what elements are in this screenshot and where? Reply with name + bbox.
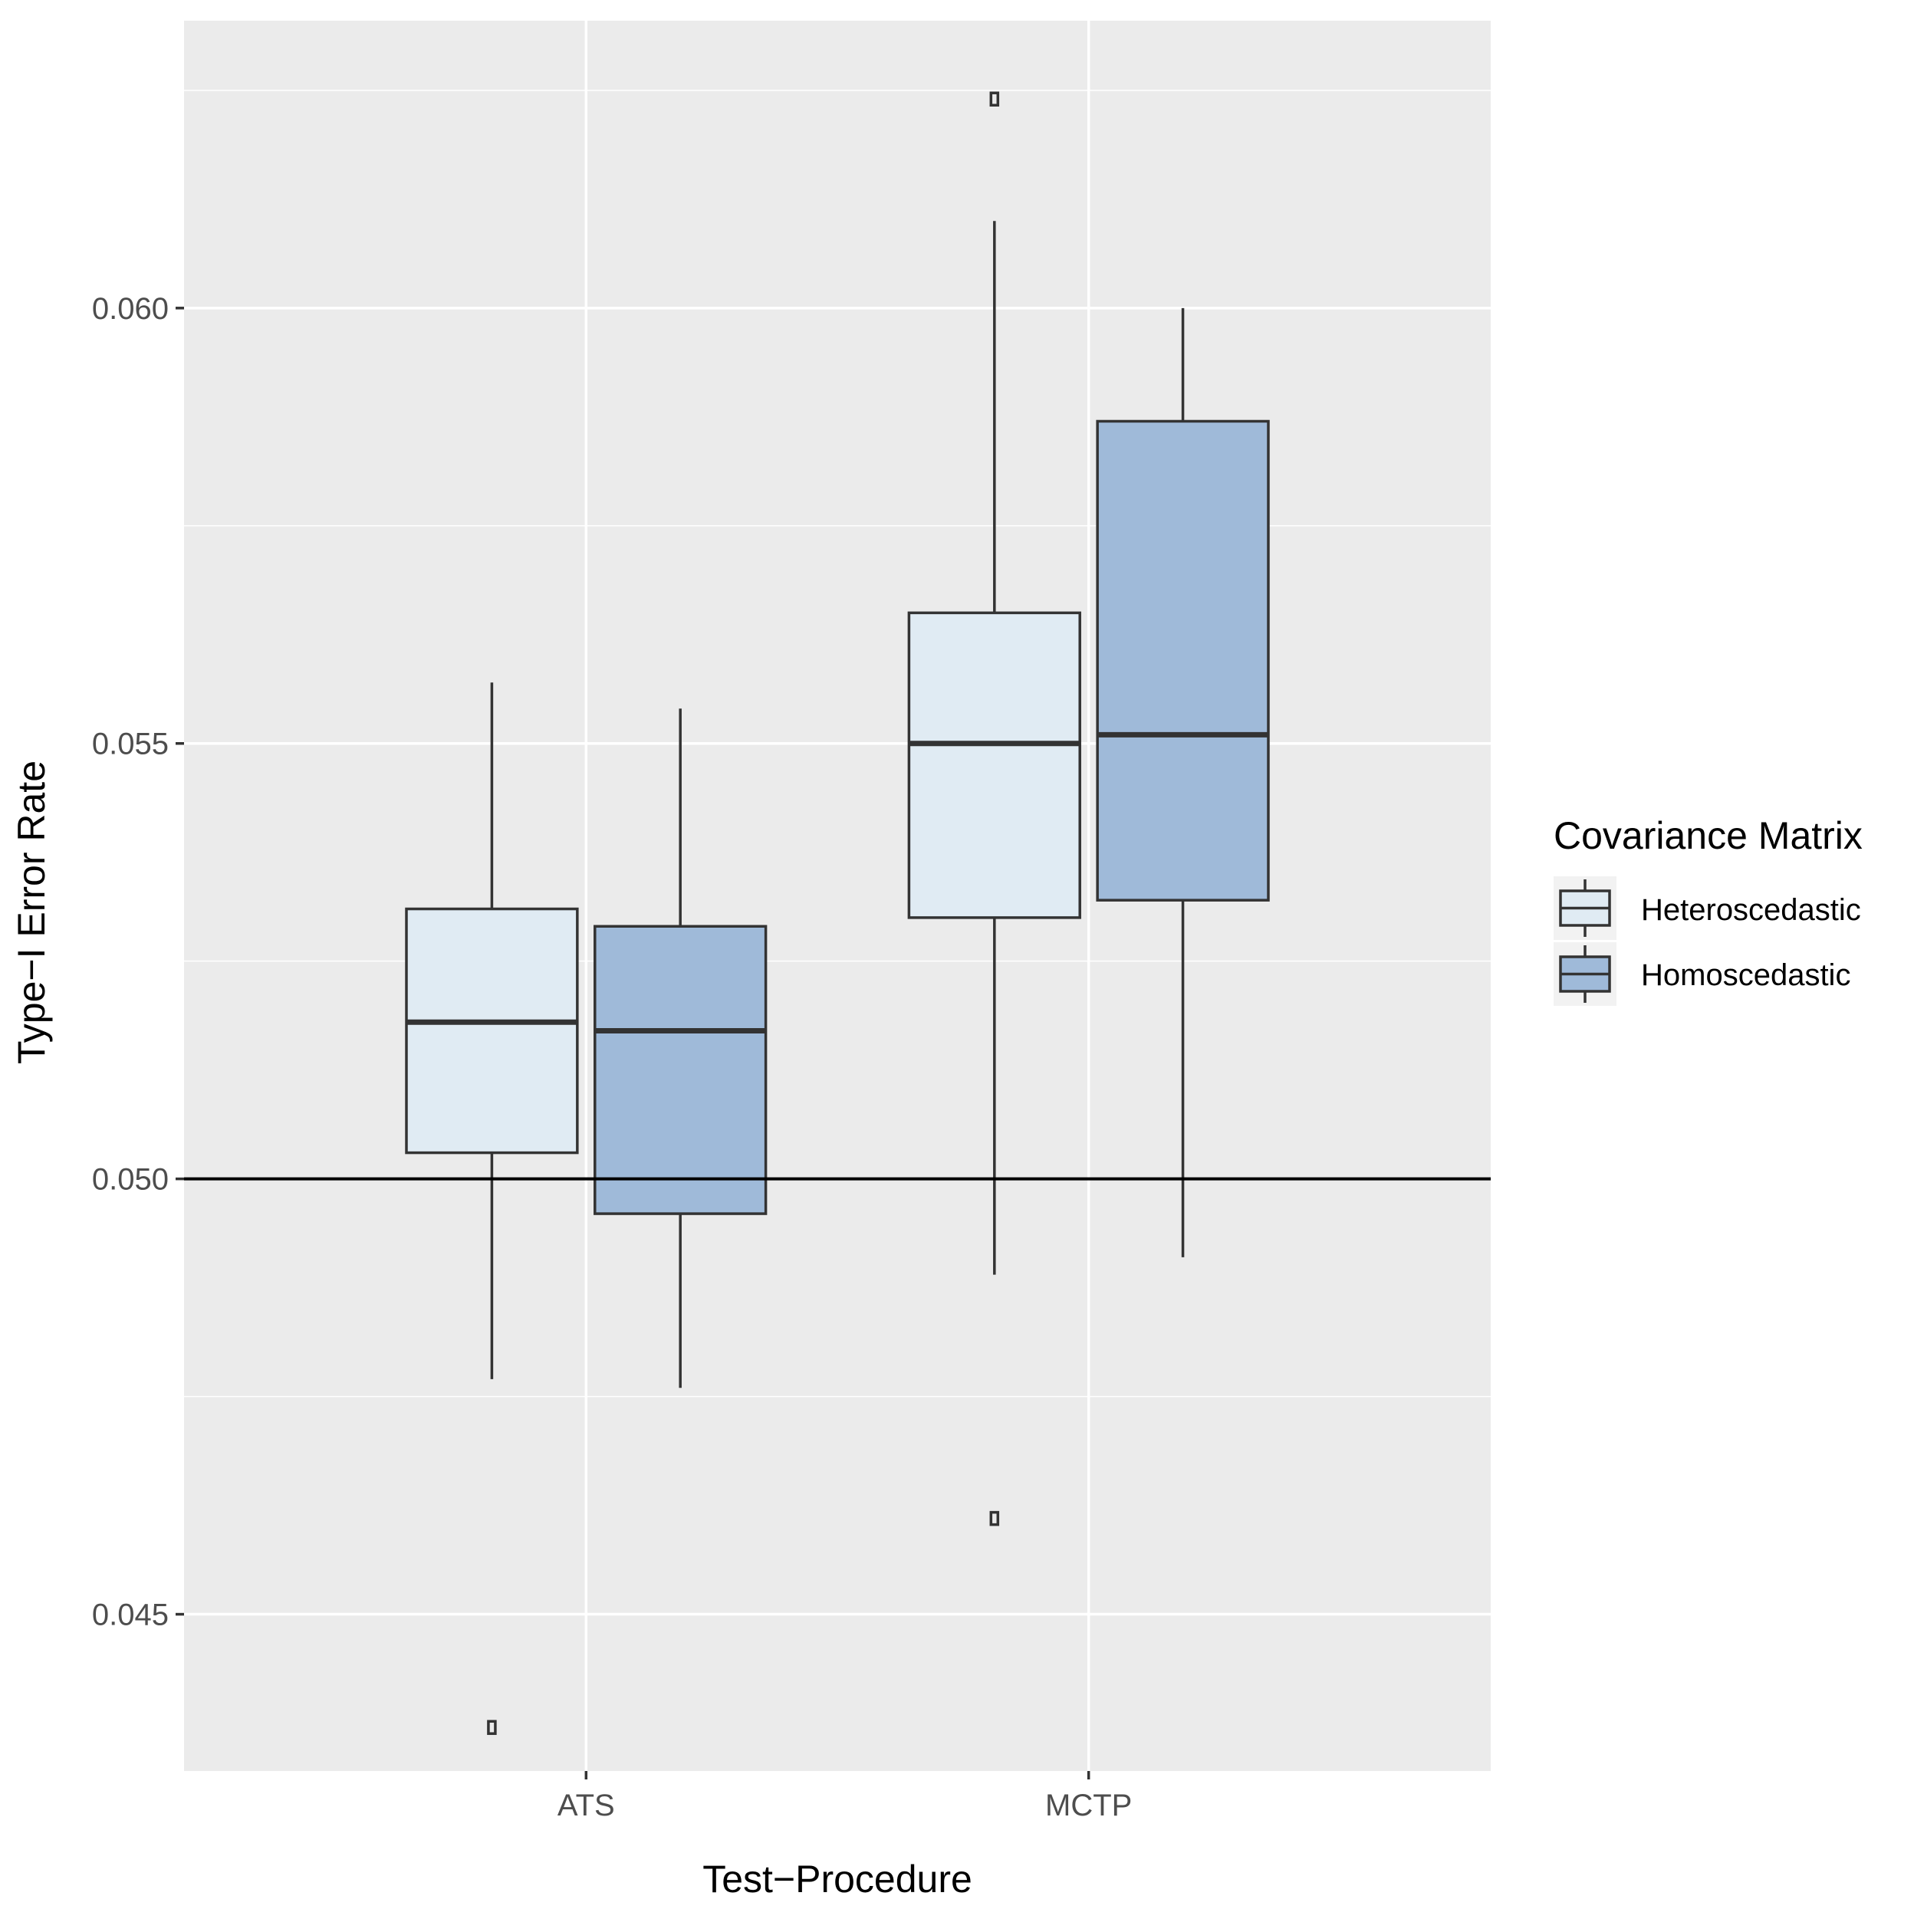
legend: Covariance Matrix Heteroscedastic Homosc… bbox=[1554, 814, 1863, 1006]
x-axis-title: Test−Procedure bbox=[702, 1858, 972, 1901]
legend-keys bbox=[1554, 876, 1616, 1006]
box-mctp-homoscedastic bbox=[1096, 419, 1270, 902]
outlier-ats-heteroscedastic bbox=[487, 1720, 497, 1735]
x-tick-label: MCTP bbox=[1045, 1789, 1132, 1822]
legend-label-heteroscedastic: Heteroscedastic bbox=[1641, 893, 1861, 927]
legend-label-homoscedastic: Homoscedastic bbox=[1641, 958, 1850, 992]
y-tick-label: 0.045 bbox=[92, 1598, 169, 1632]
x-axis: ATS MCTP bbox=[557, 1771, 1132, 1822]
y-tick-label: 0.050 bbox=[92, 1163, 169, 1197]
outlier-mctp-heteroscedastic bbox=[989, 91, 1000, 107]
y-axis-title: Type−I Error Rate bbox=[10, 761, 53, 1064]
grid-minor bbox=[184, 90, 1491, 1398]
box-ats-homoscedastic bbox=[594, 925, 768, 1215]
legend-title: Covariance Matrix bbox=[1554, 814, 1863, 857]
box-ats-heteroscedastic bbox=[405, 907, 579, 1155]
box-mctp-heteroscedastic bbox=[907, 611, 1081, 919]
plot-panel bbox=[184, 21, 1491, 1771]
boxes bbox=[405, 91, 1270, 1735]
x-tick-label: ATS bbox=[557, 1789, 615, 1822]
y-axis: 0.045 0.050 0.055 0.060 bbox=[92, 292, 184, 1632]
y-tick-label: 0.060 bbox=[92, 292, 169, 326]
y-tick-label: 0.055 bbox=[92, 728, 169, 761]
outlier-mctp-heteroscedastic bbox=[989, 1510, 1000, 1526]
